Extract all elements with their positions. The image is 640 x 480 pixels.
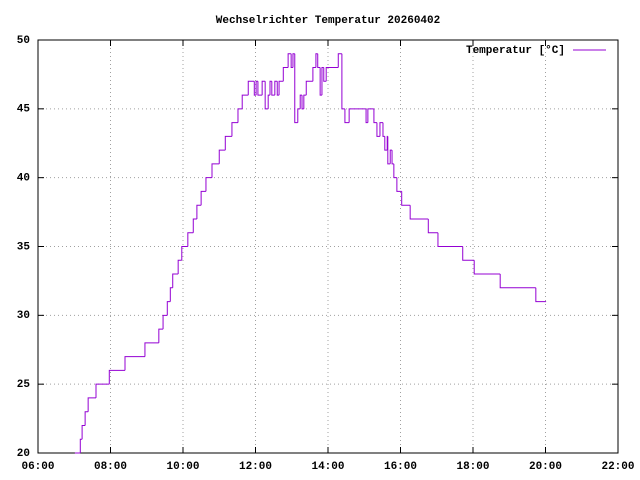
line-segment bbox=[319, 67, 322, 96]
line-segment bbox=[379, 122, 383, 137]
line-segment bbox=[315, 53, 318, 68]
x-tick-label: 18:00 bbox=[456, 461, 489, 473]
y-tick-label: 35 bbox=[17, 241, 31, 253]
line-segment bbox=[224, 135, 232, 151]
line-segment bbox=[323, 67, 327, 82]
y-tick-label: 45 bbox=[17, 104, 31, 116]
line-segment bbox=[108, 369, 125, 385]
line-segment bbox=[365, 108, 368, 124]
line-segment bbox=[396, 177, 402, 192]
x-tick-label: 22:00 bbox=[601, 461, 634, 473]
line-segment bbox=[169, 287, 173, 302]
line-segment bbox=[409, 205, 429, 220]
x-tick-label: 06:00 bbox=[21, 461, 54, 473]
line-segment bbox=[257, 81, 263, 96]
line-segment bbox=[299, 94, 303, 109]
line-segment bbox=[177, 259, 182, 275]
plot-frame bbox=[37, 39, 619, 454]
line-segment bbox=[344, 108, 350, 124]
line-segment bbox=[211, 163, 220, 178]
x-tick-label: 20:00 bbox=[529, 461, 562, 473]
line-segment bbox=[162, 314, 168, 330]
line-segment bbox=[384, 136, 388, 151]
line-segment bbox=[462, 246, 475, 261]
line-segment bbox=[261, 80, 266, 96]
line-segment bbox=[269, 80, 272, 96]
line-segment bbox=[535, 287, 547, 303]
line-segment bbox=[255, 80, 258, 96]
line-segment bbox=[317, 53, 321, 69]
y-tick-label: 30 bbox=[17, 310, 30, 322]
line-segment bbox=[376, 122, 380, 137]
line-segment bbox=[278, 80, 284, 96]
y-tick-label: 50 bbox=[17, 35, 30, 47]
x-tick-label: 12:00 bbox=[239, 461, 272, 473]
line-segment bbox=[348, 108, 367, 123]
line-segment bbox=[231, 122, 238, 137]
x-tick-label: 16:00 bbox=[384, 461, 417, 473]
line-segment bbox=[290, 53, 293, 69]
line-segment bbox=[473, 260, 501, 275]
x-tick-label: 10:00 bbox=[166, 461, 199, 473]
line-segment bbox=[264, 81, 269, 110]
line-segment bbox=[247, 80, 255, 96]
line-segment bbox=[387, 136, 391, 165]
line-segment bbox=[303, 94, 307, 109]
line-segment bbox=[276, 81, 280, 96]
line-segment bbox=[341, 53, 345, 110]
line-segment bbox=[181, 246, 188, 261]
line-segment bbox=[200, 190, 206, 206]
line-segment bbox=[241, 94, 249, 109]
line-segment bbox=[305, 80, 313, 96]
line-segment bbox=[325, 67, 339, 82]
line-segment bbox=[389, 149, 393, 164]
line-segment bbox=[79, 438, 83, 453]
x-tick-label: 14:00 bbox=[311, 461, 344, 473]
line-segment bbox=[166, 301, 171, 316]
line-segment bbox=[301, 95, 304, 110]
y-tick-label: 20 bbox=[17, 448, 30, 460]
line-segment bbox=[297, 108, 301, 123]
line-segment bbox=[124, 356, 145, 371]
line-segment bbox=[382, 122, 385, 137]
chart-title: Wechselrichter Temperatur 20260402 bbox=[216, 15, 440, 27]
line-segment bbox=[196, 204, 202, 219]
x-tick-label: 08:00 bbox=[94, 461, 127, 473]
line-segment bbox=[274, 80, 278, 96]
line-segment bbox=[282, 67, 289, 82]
y-tick-label: 25 bbox=[17, 379, 31, 391]
line-segment bbox=[499, 274, 536, 289]
line-segment bbox=[321, 67, 324, 96]
line-segment bbox=[312, 67, 316, 82]
line-segment bbox=[205, 177, 212, 192]
line-segment bbox=[437, 232, 463, 247]
line-segment bbox=[401, 191, 411, 206]
legend-label: Temperatur [°C] bbox=[466, 45, 565, 57]
line-segment bbox=[172, 273, 179, 288]
line-segment bbox=[337, 53, 342, 68]
line-segment bbox=[391, 150, 394, 165]
line-segment bbox=[187, 232, 194, 247]
line-segment bbox=[144, 342, 159, 357]
line-segment bbox=[393, 163, 397, 179]
line-segment bbox=[95, 383, 110, 398]
line-segment bbox=[218, 149, 226, 164]
line-segment bbox=[267, 94, 270, 109]
line-segment bbox=[87, 397, 96, 412]
line-segment bbox=[427, 218, 438, 234]
y-tick-label: 40 bbox=[17, 173, 30, 185]
line-segment bbox=[287, 53, 292, 68]
line-segment bbox=[373, 108, 377, 124]
line-segment bbox=[294, 53, 298, 124]
line-segment bbox=[292, 53, 295, 68]
line-segment bbox=[271, 81, 275, 96]
line-segment bbox=[237, 108, 243, 123]
line-segment bbox=[84, 411, 89, 426]
line-segment bbox=[192, 218, 197, 233]
line-segment bbox=[158, 328, 164, 343]
line-segment bbox=[367, 108, 374, 123]
line-segment bbox=[253, 81, 257, 96]
line-segment bbox=[81, 424, 86, 440]
